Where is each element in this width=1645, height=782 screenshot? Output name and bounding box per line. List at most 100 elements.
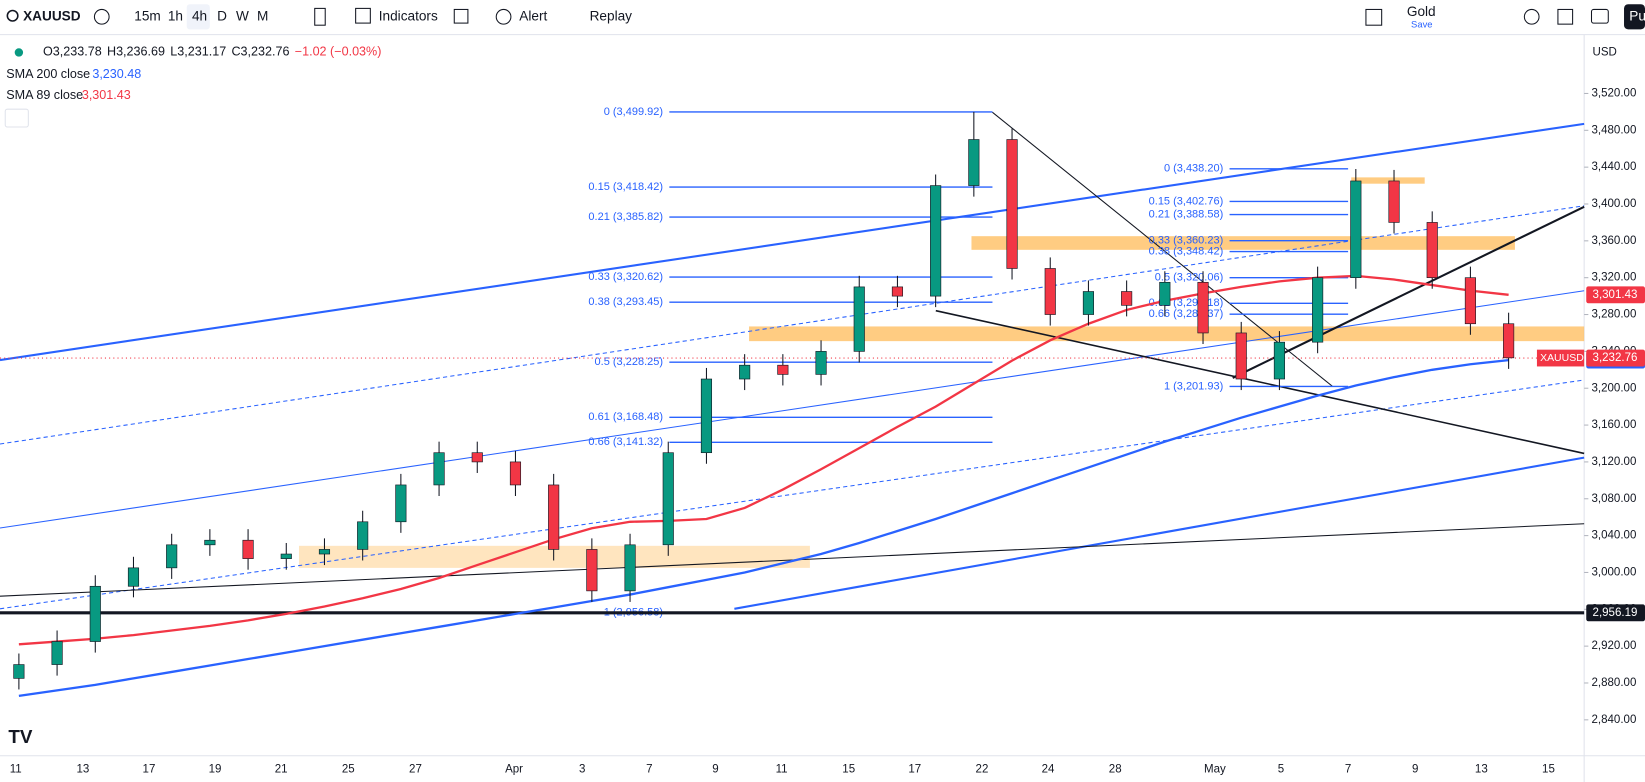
x-tick-label: May [1204, 763, 1226, 775]
y-tick-label: 3,160.00 [1591, 419, 1636, 431]
trend-line [992, 111, 1333, 387]
plot: 3,520.00 3,480.00 3,440.00 3,400.00 3,360.00… [0, 88, 1636, 775]
interval[interactable]: W [236, 8, 249, 23]
candle-body [1350, 180, 1362, 279]
layout-icon[interactable] [1365, 8, 1383, 26]
toolbar: XAUUSD 15m 1h 4h D W M Indicators Alert … [6, 4, 1645, 31]
search-icon[interactable] [6, 9, 19, 22]
candle-body [89, 585, 101, 642]
price-badge [1586, 349, 1645, 367]
candle-body [853, 286, 865, 352]
x-tick-label: 11 [10, 763, 22, 775]
x-tick-label: 7 [1345, 763, 1351, 775]
replay-button[interactable]: Replay [590, 8, 633, 23]
sma-value: 3,301.43 [82, 88, 131, 102]
candle-body [1503, 323, 1515, 359]
fib-label: 0 (3,499.92) [604, 106, 663, 118]
trend-line [935, 309, 1585, 455]
publish-button[interactable] [1624, 4, 1645, 30]
x-tick-label: 19 [209, 763, 222, 775]
candle-body [471, 452, 483, 463]
candle-body [548, 484, 560, 550]
snapshot-icon[interactable] [1590, 8, 1609, 24]
legend: O3,233.78 H3,236.69 L3,231.17 C3,232.76 −1.0… [4, 45, 1617, 748]
candle-body [968, 139, 980, 186]
candle-body [1006, 139, 1018, 269]
interval[interactable]: 15m [134, 8, 161, 23]
publish-label: Pu [1629, 8, 1645, 23]
settings-icon[interactable] [1523, 8, 1540, 25]
x-tick-label: 7 [646, 763, 652, 775]
x-tick-label: 24 [1042, 763, 1055, 775]
candle-body [280, 553, 292, 559]
y-tick-label: 3,120.00 [1591, 456, 1636, 468]
price-badge-label: 2,956.19 [1593, 607, 1638, 619]
price-badge [1586, 604, 1645, 622]
candle-body [586, 549, 598, 592]
interval[interactable]: D [217, 8, 227, 23]
candle-body [204, 539, 216, 546]
candle-body [700, 378, 713, 454]
price-badge [1586, 286, 1645, 304]
x-tick-label: 22 [976, 763, 989, 775]
x-tick-label: 9 [712, 763, 718, 775]
fib-label: 0.38 (3,348.42) [1149, 245, 1224, 257]
ohlc-item: −1.02 (−0.03%) [295, 45, 382, 59]
add-symbol[interactable] [93, 8, 110, 25]
symbol[interactable]: XAUUSD [23, 8, 81, 23]
x-tick-label: 9 [1412, 763, 1418, 775]
sma-line [18, 274, 1509, 646]
ohlc-legend: O3,233.78 H3,236.69 L3,231.17 C3,232.76 −1.0… [43, 45, 381, 59]
layout-name[interactable]: Gold [1407, 4, 1436, 19]
y-tick-label: 3,040.00 [1591, 530, 1636, 542]
x-tick-label: 21 [275, 763, 288, 775]
y-tick-label: 2,840.00 [1591, 714, 1636, 726]
candle-body [1235, 332, 1247, 380]
indicators-icon[interactable] [355, 7, 371, 24]
templates-icon[interactable] [453, 8, 469, 24]
chart-type-icon[interactable] [314, 7, 326, 26]
zone [971, 236, 1515, 250]
interval[interactable]: M [257, 8, 268, 23]
candle-body [815, 351, 827, 375]
candle-body [1273, 341, 1285, 380]
price-tag-label: XAUUSD [1540, 353, 1584, 364]
trend-line [0, 122, 1585, 362]
fullscreen-icon[interactable] [1557, 8, 1574, 25]
candle-body [1159, 281, 1171, 306]
interval[interactable]: 1h [168, 8, 183, 23]
interval[interactable]: 4h [192, 8, 207, 23]
alert-button[interactable]: Alert [519, 8, 547, 23]
sma-name: SMA 89 close [6, 88, 83, 102]
y-tick-label: 2,880.00 [1591, 677, 1636, 689]
layout-status: Save [1411, 20, 1433, 31]
collapse-button[interactable] [4, 108, 29, 128]
candle-body [242, 539, 254, 559]
price-badge-label: 3,301.43 [1593, 289, 1638, 301]
candle-body [127, 567, 140, 587]
candle-body [739, 364, 751, 380]
fib-label: 1 (3,201.93) [1164, 380, 1223, 392]
y-tick-label: 3,080.00 [1591, 493, 1636, 505]
x-tick-label: 11 [776, 763, 788, 775]
currency[interactable]: USD [1593, 47, 1617, 59]
fib-label: 0.66 (3,141.32) [588, 436, 663, 448]
sma-line [18, 359, 1509, 698]
y-tick-label: 3,440.00 [1591, 161, 1636, 173]
candle-body [662, 452, 674, 546]
zone [1351, 177, 1425, 184]
drawings [0, 111, 1585, 610]
price-badge-label: 3,232.76 [1593, 352, 1638, 364]
candle-body [51, 641, 63, 665]
indicators-button[interactable]: Indicators [379, 8, 438, 23]
logo: TV [8, 727, 33, 748]
fib-label: 0.33 (3,320.62) [588, 271, 663, 283]
candle-body [1197, 281, 1209, 334]
fib-label: 0.5 (3,320.06) [1155, 272, 1223, 284]
candle-body [318, 549, 331, 555]
candle-body [13, 664, 25, 679]
x-tick-label: 15 [1542, 763, 1555, 775]
alert-icon[interactable] [495, 8, 512, 25]
